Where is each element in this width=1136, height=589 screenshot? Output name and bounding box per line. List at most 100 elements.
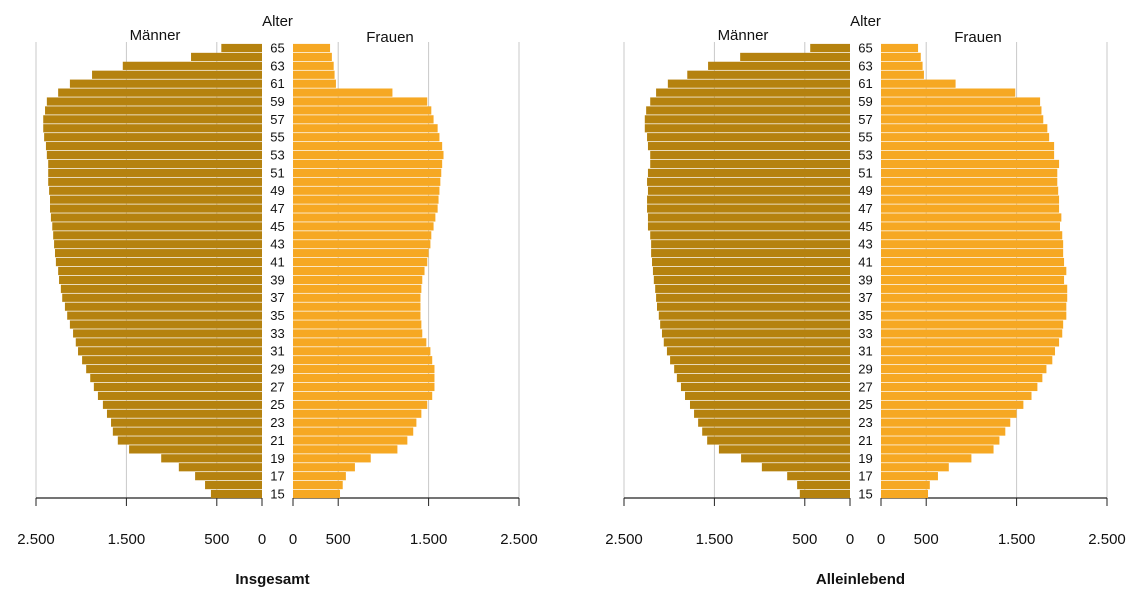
bar-men bbox=[658, 311, 850, 320]
bar-women bbox=[293, 489, 341, 499]
age-label: 49 bbox=[270, 183, 284, 198]
bar-women bbox=[293, 391, 433, 400]
age-label: 17 bbox=[270, 469, 284, 484]
x-tick-label: 500 bbox=[326, 531, 351, 548]
age-label: 15 bbox=[858, 486, 872, 501]
bar-women bbox=[293, 240, 431, 249]
bar-women bbox=[881, 115, 1044, 124]
bar-women bbox=[293, 61, 334, 70]
bar-women bbox=[881, 454, 972, 463]
bar-women bbox=[293, 275, 423, 285]
bar-women bbox=[293, 400, 428, 409]
age-label: 19 bbox=[858, 451, 872, 466]
bar-women bbox=[881, 43, 919, 53]
bar-men bbox=[195, 472, 262, 481]
bar-women bbox=[881, 88, 1016, 97]
bar-women bbox=[881, 159, 1060, 169]
bar-men bbox=[46, 97, 263, 106]
bar-men bbox=[647, 177, 850, 186]
age-label: 53 bbox=[858, 147, 872, 162]
x-tick-label: 2.500 bbox=[1088, 531, 1126, 548]
bar-women bbox=[293, 382, 435, 392]
bar-women bbox=[881, 150, 1055, 160]
bar-women bbox=[293, 257, 428, 267]
bar-women bbox=[881, 373, 1043, 383]
bar-men bbox=[652, 257, 850, 267]
bar-men bbox=[656, 302, 850, 311]
bar-women bbox=[881, 204, 1060, 213]
x-tick-label: 2.500 bbox=[500, 531, 538, 548]
bar-men bbox=[797, 480, 850, 490]
age-label: 59 bbox=[858, 94, 872, 109]
bar-men bbox=[787, 472, 850, 481]
bar-men bbox=[55, 257, 262, 267]
x-tick-label: 2.500 bbox=[17, 531, 55, 548]
bar-women bbox=[881, 133, 1050, 142]
series-label: Frauen bbox=[954, 29, 1002, 46]
bar-men bbox=[647, 186, 850, 195]
bar-women bbox=[881, 249, 1064, 258]
bar-men bbox=[93, 382, 262, 392]
age-label: 27 bbox=[858, 379, 872, 394]
center-label: Alter bbox=[262, 13, 293, 30]
bar-men bbox=[810, 43, 850, 53]
bar-women bbox=[293, 463, 355, 472]
age-label: 23 bbox=[270, 415, 284, 430]
bar-men bbox=[644, 115, 850, 124]
x-tick-label: 0 bbox=[846, 531, 854, 548]
bar-women bbox=[293, 115, 434, 124]
bar-men bbox=[45, 106, 262, 115]
age-label: 49 bbox=[858, 183, 872, 198]
bar-women bbox=[293, 266, 425, 276]
bar-women bbox=[293, 79, 336, 88]
bar-men bbox=[111, 418, 262, 427]
bar-men bbox=[58, 88, 263, 97]
bar-women bbox=[881, 382, 1038, 392]
age-label: 57 bbox=[270, 112, 284, 127]
bar-men bbox=[680, 382, 850, 392]
bar-men bbox=[660, 320, 850, 329]
bar-women bbox=[293, 159, 443, 169]
bar-men bbox=[58, 266, 263, 276]
x-tick-label: 0 bbox=[877, 531, 885, 548]
bar-men bbox=[651, 249, 850, 258]
bar-women bbox=[293, 293, 421, 302]
bar-women bbox=[293, 284, 422, 293]
bar-men bbox=[707, 436, 850, 445]
age-label: 51 bbox=[858, 165, 872, 180]
bar-men bbox=[75, 338, 262, 347]
bar-men bbox=[651, 240, 850, 249]
bar-women bbox=[881, 489, 929, 499]
bar-men bbox=[50, 204, 263, 213]
age-label: 55 bbox=[858, 130, 872, 145]
series-label: Männer bbox=[718, 27, 769, 44]
bar-women bbox=[881, 222, 1060, 231]
bar-men bbox=[50, 195, 263, 204]
age-label: 21 bbox=[270, 433, 284, 448]
bar-men bbox=[647, 168, 850, 177]
bar-women bbox=[881, 257, 1065, 267]
bar-women bbox=[293, 213, 436, 222]
bar-women bbox=[293, 445, 398, 454]
age-label: 51 bbox=[270, 165, 284, 180]
center-label: Alter bbox=[850, 13, 881, 30]
age-label: 35 bbox=[858, 308, 872, 323]
age-label: 37 bbox=[270, 290, 284, 305]
bar-women bbox=[881, 213, 1062, 222]
bar-women bbox=[881, 293, 1068, 302]
age-label: 37 bbox=[858, 290, 872, 305]
bar-women bbox=[293, 311, 421, 320]
x-tick-label: 0 bbox=[258, 531, 266, 548]
bar-men bbox=[663, 338, 850, 347]
age-label: 61 bbox=[858, 76, 872, 91]
bar-men bbox=[661, 329, 850, 338]
bar-women bbox=[293, 204, 438, 213]
bar-men bbox=[647, 213, 850, 222]
bar-women bbox=[293, 177, 441, 186]
bar-women bbox=[881, 70, 924, 79]
bar-women bbox=[293, 195, 439, 204]
bar-women bbox=[293, 150, 444, 160]
bar-women bbox=[881, 347, 1056, 356]
bar-men bbox=[67, 311, 262, 320]
